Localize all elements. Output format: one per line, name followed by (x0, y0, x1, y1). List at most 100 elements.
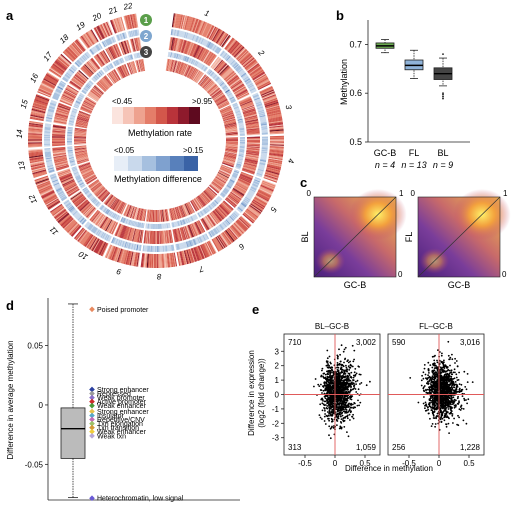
b-category-label: BL (437, 148, 448, 158)
e-plot-1: BL–GC-B 710 3,002 313 1,059 -0.5 0 0.5 (283, 322, 381, 468)
chromosome-label-16: 16 (28, 72, 40, 85)
d-annotation-label: Weak promoter (97, 395, 145, 402)
rate-swatch (189, 107, 200, 124)
b-n-label: n = 4 (375, 160, 395, 170)
d-annotation: Poised promoter (89, 306, 149, 314)
chromosome-label-13: 13 (17, 160, 28, 171)
chromosome-5 (209, 164, 276, 224)
e-y-tick-label: -2 (272, 419, 280, 428)
chromosome-label-4: 4 (286, 158, 296, 164)
d-annotation-label: Heterochromatin, low signal (97, 496, 184, 503)
chromosome-label-1: 1 (203, 8, 210, 18)
b-y-tick-label: 0.5 (349, 137, 362, 147)
d-annotation-label: Poised promoter (97, 307, 149, 314)
diff-swatch (170, 156, 184, 171)
d-annotation: Strong enhancer (89, 386, 149, 394)
e-y-label-2: (log2 (fold change)) (257, 358, 266, 428)
d-annotation-label: Txn transition (97, 425, 139, 432)
c-y-label: FL (404, 232, 414, 243)
heatmap-BL: 0 1 0 GC-B BL (300, 189, 407, 290)
e-y-ticks: -3 -2 -1 0 1 2 3 (272, 347, 284, 443)
chromosome-2 (197, 37, 272, 110)
b-boxes (375, 39, 453, 100)
d-annotation: Weak enhancer (89, 428, 147, 436)
chromosome-label-11: 11 (48, 225, 60, 237)
b-category-labels: GC-B n = 4 FL n = 13 BL n = 9 (374, 148, 453, 170)
ring-badge-3: 3 (140, 46, 152, 58)
e-plot-title: BL–GC-B (315, 322, 349, 331)
e-y-tick-label: 0 (275, 391, 280, 400)
b-outlier (442, 97, 444, 100)
diff-swatch (114, 156, 128, 171)
d-annotation-label: Active promoter (97, 399, 147, 406)
b-y-label: Methylation (339, 59, 349, 105)
chromosome-label-6: 6 (237, 241, 247, 251)
c-tick-label: 0 (502, 270, 507, 279)
legend-rate-low: <0.45 (112, 97, 133, 106)
chromosome-label-12: 12 (27, 193, 39, 205)
svg-text:2: 2 (144, 32, 149, 41)
e-x-tick-label: 0 (437, 459, 442, 468)
b-category-label: FL (409, 148, 420, 158)
e-plots: BL–GC-B 710 3,002 313 1,059 -0.5 0 0.5 FL–GC-B 59… (283, 322, 485, 468)
b-box-BL (433, 53, 453, 100)
chromosome-label-22: 22 (122, 1, 134, 12)
chromosome-9 (104, 204, 147, 267)
c-tick-label: 1 (399, 189, 404, 198)
d-annotation: Heterochromatin, low signal (89, 495, 184, 503)
diff-swatch (184, 156, 198, 171)
d-annotation-label: Weak txn (97, 433, 126, 440)
methylation-difference-legend: <0.05 >0.15 Methylation difference (114, 146, 204, 184)
b-outlier (442, 92, 444, 95)
legend-diff-high: >0.15 (183, 146, 204, 155)
d-annotation-label: Strong enhancer (97, 387, 149, 394)
d-annotation: Weak txn (89, 433, 126, 440)
chromosome-label-19: 19 (74, 20, 87, 33)
chromosome-1 (165, 13, 232, 84)
c-tick-label: 0 (411, 189, 416, 198)
b-y-ticks: 0.5 0.6 0.7 (349, 39, 368, 147)
rate-swatch (123, 107, 134, 124)
circos-plot (28, 13, 285, 268)
chromosome-label-17: 17 (42, 50, 55, 63)
e-x-tick-label: 0.5 (463, 459, 475, 468)
chromosome-label-3: 3 (284, 104, 294, 111)
d-annotation: Active promoter (89, 398, 147, 406)
d-y-ticks: -0.05 0 0.05 (25, 342, 48, 469)
chromosome-label-2: 2 (256, 48, 267, 58)
chromosome-label-8: 8 (156, 272, 161, 281)
e-count-top-left: 590 (392, 338, 406, 347)
chromosome-20 (93, 21, 130, 79)
rate-swatch (134, 107, 145, 124)
b-outlier (442, 95, 444, 98)
d-y-tick-label: 0.05 (27, 342, 43, 351)
b-n-label: n = 9 (433, 160, 453, 170)
b-outlier (442, 93, 444, 96)
e-count-bottom-left: 256 (392, 443, 406, 452)
d-annotation-label: Strong enhancer (97, 409, 149, 416)
chromosome-label-10: 10 (77, 249, 90, 262)
chromosome-18 (62, 38, 114, 93)
d-annotation: Insulator (89, 412, 125, 420)
d-annotation-label: Insulator (97, 413, 125, 420)
panel-d-boxplot: Difference in average methylation -0.05 0… (6, 298, 240, 503)
e-points (313, 344, 371, 440)
chromosome-label-18: 18 (58, 32, 71, 45)
panel-label-c: c (300, 175, 307, 190)
panel-e-scatter: Difference in expression (log2 (fold cha… (247, 322, 485, 473)
e-count-bottom-left: 313 (288, 443, 302, 452)
chromosome-15 (29, 94, 91, 129)
chromosome-label-9: 9 (115, 266, 122, 276)
c-tick-label: 0 (307, 189, 312, 198)
diff-swatch (128, 156, 142, 171)
d-box (60, 303, 86, 499)
chromosome-label-21: 21 (106, 5, 118, 17)
chromosome-13 (28, 145, 90, 179)
d-annotation-label: Txn elongation (97, 421, 143, 428)
e-x-label: Difference in methylation (345, 464, 433, 473)
e-count-bottom-right: 1,059 (356, 443, 377, 452)
b-category-label: GC-B (374, 148, 397, 158)
chromosome-label-5: 5 (268, 205, 278, 214)
d-annotation-label: Repetitive/CNV (97, 417, 145, 424)
